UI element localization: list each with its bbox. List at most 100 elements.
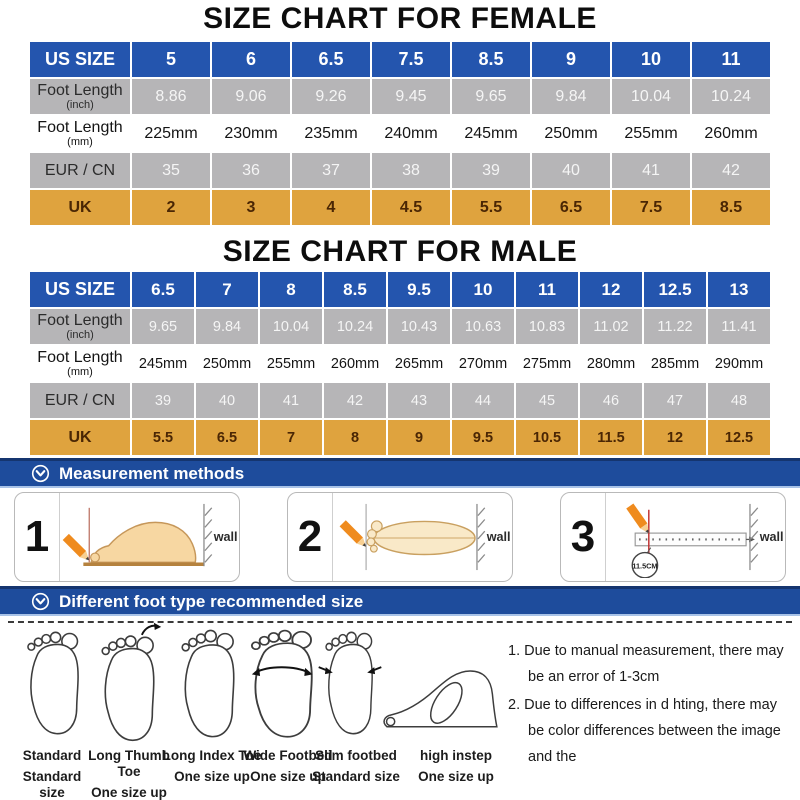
size-cell: 9.06 <box>212 79 290 114</box>
measurement-step-1: 1 wall <box>14 492 240 582</box>
size-cell: 11.5 <box>580 420 642 455</box>
standard-foot-diagram <box>27 631 79 735</box>
notes: 1. Due to manual measurement, there may … <box>508 638 796 772</box>
size-cell: 39 <box>132 383 194 418</box>
size-cell: 6 <box>212 42 290 77</box>
step-number: 1 <box>15 493 60 581</box>
size-cell: 36 <box>212 153 290 188</box>
wall-hatch <box>476 503 486 571</box>
size-cell: 37 <box>292 153 370 188</box>
chevron-down-circle-icon <box>31 464 50 483</box>
size-cell: 6.5 <box>132 272 194 307</box>
size-cell: 225mm <box>132 116 210 151</box>
foot-type-label: Slim footbed Standard size <box>308 748 404 785</box>
table-row: US SIZE 6.5 7 8 8.5 9.5 10 11 12 12.5 13 <box>30 272 770 307</box>
size-cell: 275mm <box>516 346 578 381</box>
size-cell: 10 <box>612 42 690 77</box>
wall-label: wall <box>213 530 238 544</box>
size-cell: 8 <box>260 272 322 307</box>
pencil-icon <box>62 533 90 561</box>
foot-type-size: One size up <box>250 769 326 784</box>
size-cell: 41 <box>260 383 322 418</box>
foot-type-label: Wide Footbed One size up <box>238 748 338 785</box>
foot-type-label: Long Index Toe One size up <box>162 748 262 785</box>
table-row: UK 2 3 4 4.5 5.5 6.5 7.5 8.5 <box>30 190 770 225</box>
foot-type-size: Standard size <box>22 769 82 800</box>
size-cell: 5.5 <box>132 420 194 455</box>
foot-type-banner-label: Different foot type recommended size <box>59 591 364 611</box>
size-cell: 10.83 <box>516 309 578 344</box>
table-row: UK 5.5 6.5 7 8 9 9.5 10.5 11.5 12 12.5 <box>30 420 770 455</box>
long-index-toe-foot-diagram <box>181 629 235 738</box>
table-row: US SIZE 5 6 6.5 7.5 8.5 9 10 11 <box>30 42 770 77</box>
measure-callout: 11.5CM <box>632 562 657 571</box>
long-thumb-toe-foot-diagram <box>101 622 162 742</box>
table-row: EUR / CN 35 36 37 38 39 40 41 42 <box>30 153 770 188</box>
foot-type-size: One size up <box>91 785 167 800</box>
male-size-table: US SIZE 6.5 7 8 8.5 9.5 10 11 12 12.5 13 Foot Lengt… <box>28 270 772 457</box>
chevron-down-circle-icon <box>31 592 50 611</box>
size-cell: 12.5 <box>708 420 770 455</box>
size-cell: 10.24 <box>324 309 386 344</box>
measurement-banner-label: Measurement methods <box>59 463 245 483</box>
size-cell: 47 <box>644 383 706 418</box>
row-label: US SIZE <box>30 272 130 307</box>
foot-type-name: Long Thumb Toe <box>88 748 170 779</box>
foot-type-label: Long Thumb Toe One size up <box>82 748 176 800</box>
size-cell: 44 <box>452 383 514 418</box>
size-cell: 3 <box>212 190 290 225</box>
size-cell: 12 <box>644 420 706 455</box>
measurement-step-3: 3 11.5CM <box>560 492 786 582</box>
note-item: 1. Due to manual measurement, there may … <box>508 643 784 686</box>
size-cell: 43 <box>388 383 450 418</box>
table-row: Foot Length (inch) 8.86 9.06 9.26 9.45 9.65 9.8… <box>30 79 770 114</box>
size-cell: 7.5 <box>612 190 690 225</box>
size-cell: 10 <box>452 272 514 307</box>
foot-type-size: One size up <box>418 769 494 784</box>
size-cell: 6.5 <box>292 42 370 77</box>
size-cell: 5 <box>132 42 210 77</box>
row-label: Foot Length (mm) <box>30 116 130 151</box>
female-size-table: US SIZE 5 6 6.5 7.5 8.5 9 10 11 Foot Length (inch)… <box>28 40 772 227</box>
size-cell: 39 <box>452 153 530 188</box>
foot-type-label: Standard Standard size <box>10 748 94 800</box>
size-cell: 9.65 <box>452 79 530 114</box>
size-cell: 245mm <box>132 346 194 381</box>
slim-footbed-foot-diagram <box>318 631 382 735</box>
size-cell: 38 <box>372 153 450 188</box>
foot-side-measure-diagram: wall <box>62 503 238 567</box>
wall-label: wall <box>486 530 511 544</box>
foot-type-banner: Different foot type recommended size <box>0 586 800 616</box>
size-cell: 8.86 <box>132 79 210 114</box>
table-row: Foot Length (mm) 225mm 230mm 235mm 240mm 245mm… <box>30 116 770 151</box>
dashed-divider <box>8 621 792 623</box>
size-cell: 7 <box>196 272 258 307</box>
size-cell: 40 <box>196 383 258 418</box>
size-cell: 270mm <box>452 346 514 381</box>
size-cell: 9 <box>532 42 610 77</box>
size-cell: 255mm <box>612 116 690 151</box>
size-cell: 290mm <box>708 346 770 381</box>
size-cell: 6.5 <box>196 420 258 455</box>
step-number: 2 <box>288 493 333 581</box>
size-cell: 10.5 <box>516 420 578 455</box>
size-cell: 46 <box>580 383 642 418</box>
size-cell: 230mm <box>212 116 290 151</box>
measurement-step-2: 2 <box>287 492 513 582</box>
size-cell: 11 <box>692 42 770 77</box>
size-cell: 9 <box>388 420 450 455</box>
wide-footbed-foot-diagram <box>250 629 313 738</box>
row-label: Foot Length (inch) <box>30 79 130 114</box>
size-cell: 12.5 <box>644 272 706 307</box>
table-row: Foot Length (inch) 9.65 9.84 10.04 10.24 10.43… <box>30 309 770 344</box>
measurement-methods-banner: Measurement methods <box>0 458 800 488</box>
size-cell: 9.5 <box>388 272 450 307</box>
note-item: 2. Due to differences in d hting, there … <box>508 697 781 766</box>
size-cell: 9.84 <box>532 79 610 114</box>
size-cell: 10.43 <box>388 309 450 344</box>
row-label: UK <box>30 420 130 455</box>
size-cell: 45 <box>516 383 578 418</box>
size-cell: 9.5 <box>452 420 514 455</box>
wall-hatch <box>749 503 759 571</box>
size-cell: 11 <box>516 272 578 307</box>
